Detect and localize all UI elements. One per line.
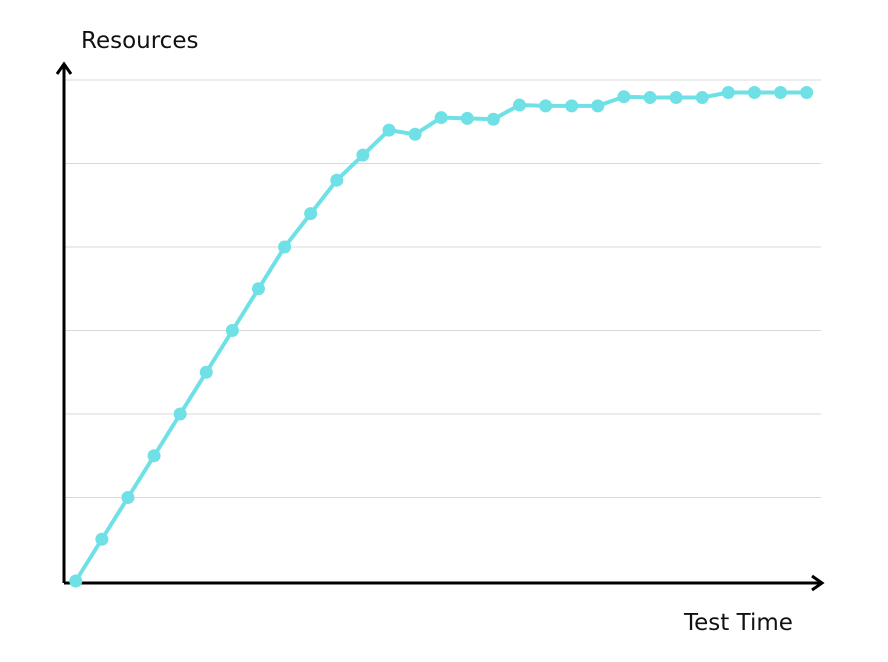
- data-point-19: [539, 99, 553, 113]
- data-point-26: [721, 86, 735, 100]
- x-axis-label: Test Time: [683, 610, 793, 636]
- data-point-23: [643, 91, 657, 105]
- y-axis-label: Resources: [81, 28, 198, 54]
- data-point-12: [356, 148, 370, 162]
- data-point-18: [513, 98, 527, 112]
- data-point-2: [95, 532, 109, 546]
- data-point-13: [382, 123, 396, 137]
- y-axis-arrow: [55, 61, 73, 75]
- data-point-1: [69, 574, 83, 588]
- data-point-5: [173, 407, 187, 421]
- data-point-9: [278, 240, 292, 254]
- data-point-24: [669, 91, 683, 105]
- data-point-16: [460, 111, 474, 125]
- data-point-8: [251, 282, 265, 296]
- series-line-1: [73, 90, 809, 583]
- grid-lines: [64, 79, 821, 498]
- data-point-11: [330, 173, 344, 187]
- data-point-17: [486, 112, 500, 126]
- data-point-27: [747, 86, 761, 100]
- data-point-6: [199, 365, 213, 379]
- data-point-15: [434, 111, 448, 125]
- data-point-22: [617, 90, 631, 104]
- data-point-7: [225, 324, 239, 337]
- series-group: [69, 86, 814, 588]
- x-axis-arrow: [811, 574, 825, 592]
- data-point-4: [147, 449, 161, 463]
- data-point-28: [774, 86, 788, 100]
- data-point-14: [408, 127, 422, 141]
- data-point-20: [565, 99, 579, 113]
- data-point-3: [121, 491, 135, 504]
- data-point-10: [304, 207, 318, 221]
- data-point-29: [800, 86, 814, 100]
- data-point-25: [695, 91, 709, 105]
- data-point-21: [591, 99, 605, 113]
